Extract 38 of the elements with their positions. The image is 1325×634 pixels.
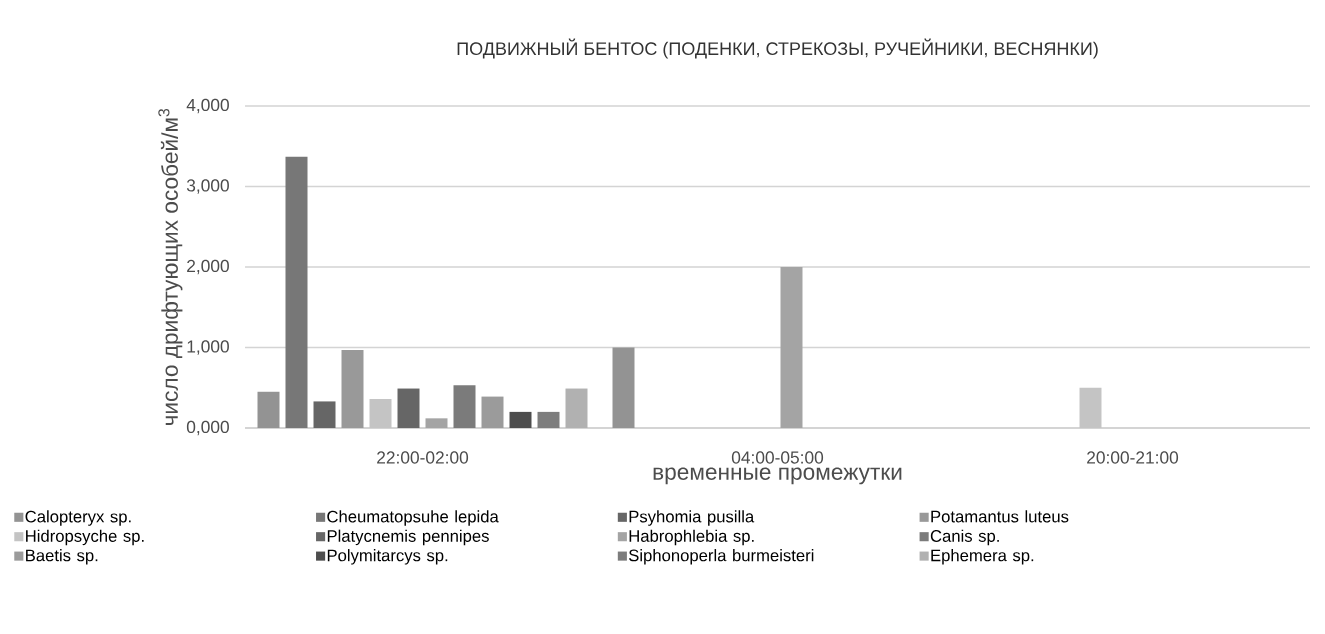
y-axis-title: число дрифтующих особей/м$^{3}$ [158, 108, 183, 426]
legend-label: Canis sp. [930, 529, 999, 546]
bar [313, 401, 336, 428]
bar [369, 399, 392, 428]
legend-label: Calopteryx sp. [25, 510, 131, 526]
bar [481, 396, 504, 428]
bar [397, 388, 420, 428]
legend-label: Potamantus luteus [931, 510, 1069, 523]
bar [509, 411, 532, 428]
legend-label: Psyhomia pusilla [629, 510, 755, 526]
bar [1079, 387, 1102, 428]
x-tick-label: 04:00-05:00 [731, 451, 824, 464]
legend-label: Siphonoperla burmeisteri [629, 549, 814, 565]
bar [453, 385, 476, 428]
x-axis-title: временные промежутки [653, 467, 902, 485]
x-tick-label: 22:00-02:00 [377, 451, 469, 464]
bar [612, 347, 635, 428]
bar [257, 391, 280, 428]
y-tick-label: 2,000 [187, 259, 229, 275]
bar [425, 418, 448, 428]
bar [285, 156, 308, 428]
legend-label: Polymitarcys sp. [327, 549, 448, 565]
legend-label: Baetis sp. [26, 549, 98, 565]
chart-title: ПОДВИЖНЫЙ БЕНТОС (ПОДЕНКИ, СТРЕКОЗЫ, РУЧЕЙНИКИ, ВЕСНЯНКИ) [457, 38, 1098, 59]
y-tick-label: 0,000 [186, 420, 229, 436]
y-tick-label: 4,000 [186, 98, 229, 114]
legend-label: Hidropsyche sp. [26, 529, 144, 546]
legend-label: Habrophlebia sp. [629, 529, 754, 546]
bar [537, 411, 560, 428]
bar [341, 349, 364, 428]
x-tick-label: 20:00-21:00 [1087, 451, 1179, 464]
legend-label: Ephemera sp. [931, 549, 1034, 565]
legend-label: Cheumatopsuhe lepida [327, 510, 499, 526]
bar [780, 266, 803, 428]
legend-label: Platycnemis pennipes [327, 529, 489, 546]
y-tick-label: 3,000 [186, 179, 229, 194]
bar [565, 388, 588, 428]
y-tick-label: 1,000 [187, 340, 229, 355]
